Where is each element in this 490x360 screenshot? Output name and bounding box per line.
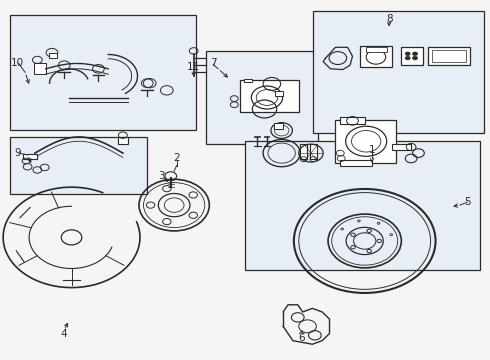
Bar [432,50,466,62]
Bar [335,120,396,163]
Bar [360,45,392,67]
Text: 5: 5 [464,197,470,207]
Text: 11: 11 [187,62,200,72]
Bar [366,47,387,51]
Bar [340,117,365,125]
Bar [23,154,37,159]
Bar [34,63,46,74]
Text: 7: 7 [210,58,217,68]
Text: 8: 8 [386,14,392,24]
Bar [118,137,128,144]
Bar [428,47,470,64]
Bar [300,144,307,159]
Bar [245,140,480,270]
Circle shape [405,52,410,55]
Circle shape [413,52,417,55]
Bar [314,12,485,134]
Bar [10,15,196,130]
Bar [240,80,299,112]
Text: 6: 6 [298,333,304,343]
Text: 1: 1 [369,144,375,154]
Text: 3: 3 [159,171,165,181]
Bar [392,144,411,149]
Bar [310,144,317,159]
Bar [206,51,318,144]
Circle shape [413,56,417,60]
Bar [275,91,283,96]
Bar [274,123,283,129]
Text: 4: 4 [61,329,68,339]
Text: 2: 2 [173,153,180,163]
Text: 10: 10 [11,58,24,68]
Bar [49,53,57,58]
Text: 9: 9 [15,148,21,158]
Circle shape [405,56,410,60]
Bar [340,160,372,166]
Bar [401,47,423,65]
Bar [244,78,252,82]
Bar [10,137,147,194]
